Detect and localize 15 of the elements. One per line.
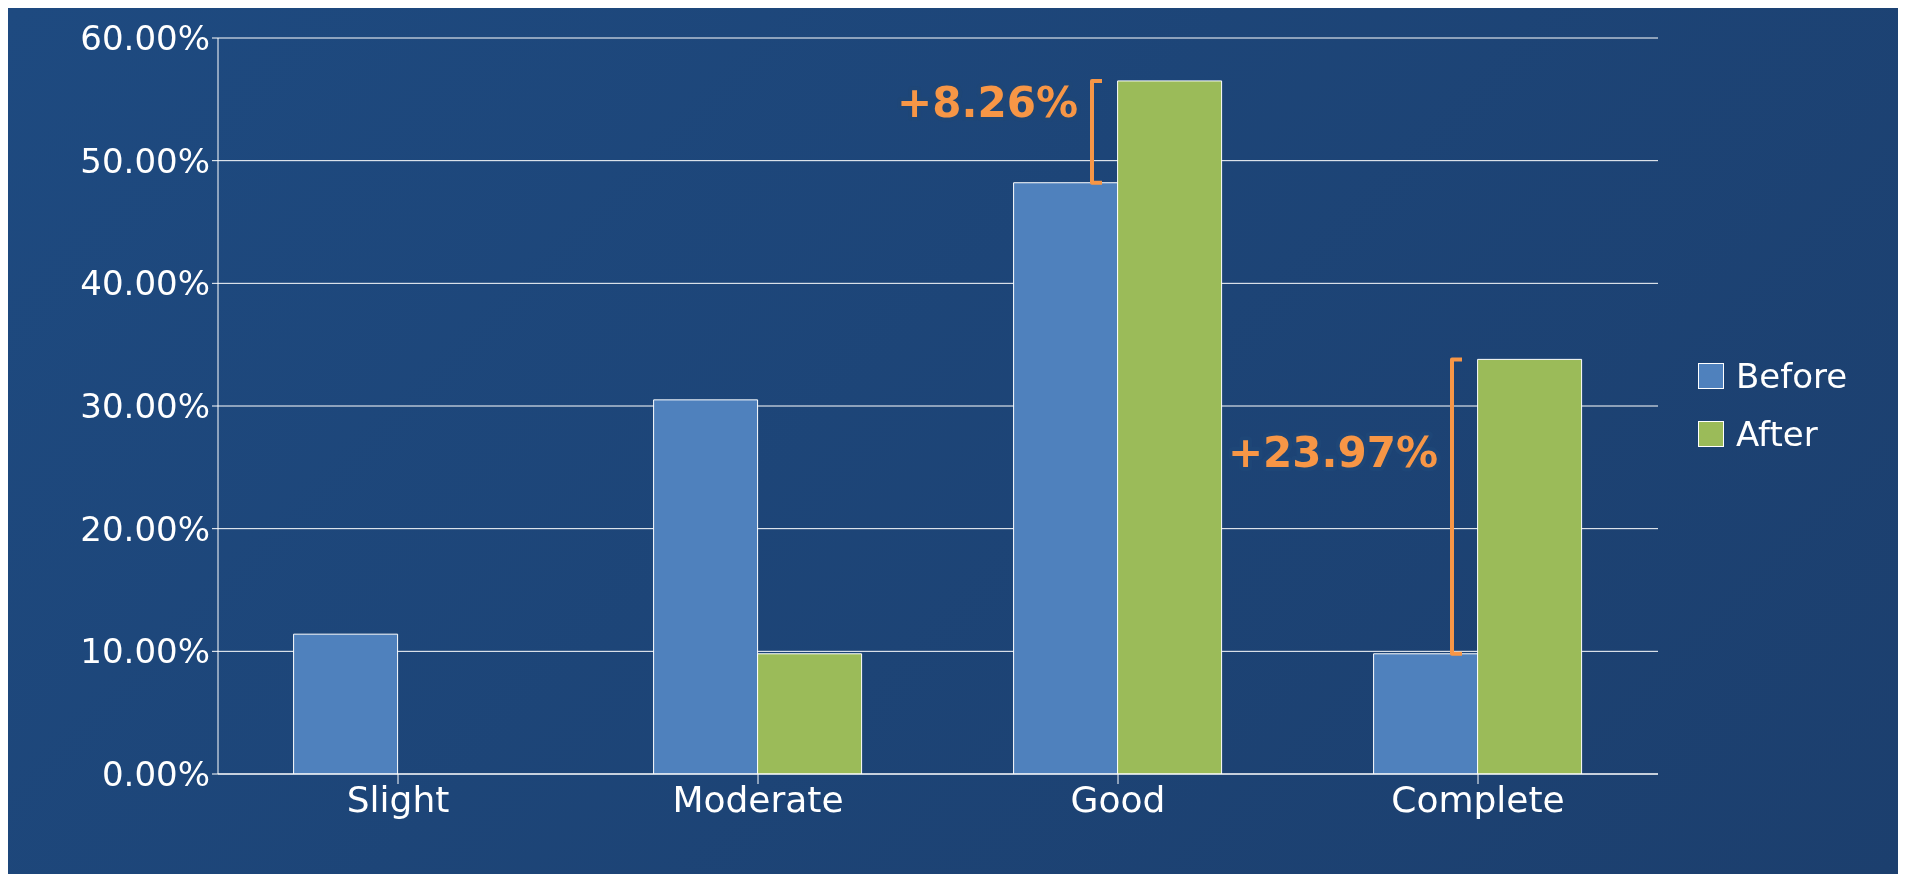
y-tick-label: 50.00%	[80, 140, 210, 181]
x-tick-label: Complete	[1391, 778, 1565, 820]
x-tick-label: Good	[1070, 778, 1166, 820]
annotation: +8.26%	[897, 77, 1078, 127]
legend-label: After	[1736, 414, 1818, 454]
y-tick-label: 0.00%	[101, 754, 210, 795]
x-tick-label: Slight	[346, 778, 450, 820]
y-tick-label: 10.00%	[80, 631, 210, 672]
annotation: +23.97%	[1227, 427, 1438, 477]
x-tick-label: Moderate	[672, 778, 844, 820]
y-tick-label: 30.00%	[80, 386, 210, 427]
y-tick-label: 40.00%	[80, 263, 210, 304]
y-tick-label: 60.00%	[80, 18, 210, 59]
legend-label: Before	[1736, 356, 1848, 396]
y-tick-label: 20.00%	[80, 508, 210, 549]
